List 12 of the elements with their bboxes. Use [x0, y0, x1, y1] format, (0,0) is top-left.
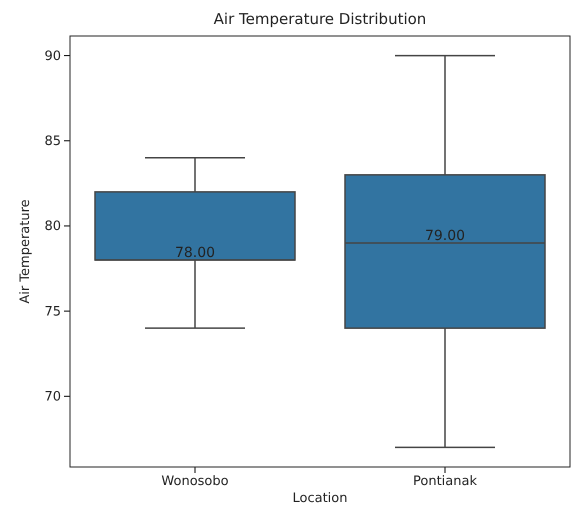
- y-axis-title: Air Temperature: [18, 199, 33, 304]
- text: 79.00: [424, 228, 466, 244]
- y-tick-label: 80: [44, 219, 61, 234]
- y-tick-label: 75: [44, 304, 61, 320]
- y-tick-label: 90: [44, 48, 61, 64]
- y-tick-label: 70: [44, 389, 61, 404]
- chart-title: Air Temperature Distribution: [214, 10, 426, 28]
- x-tick-label: Pontianak: [413, 474, 478, 490]
- x-tick-label: Wonosobo: [161, 474, 229, 490]
- text: 78.00: [174, 245, 216, 262]
- x-axis-title: Location: [292, 491, 348, 505]
- y-tick-label: 85: [44, 134, 61, 149]
